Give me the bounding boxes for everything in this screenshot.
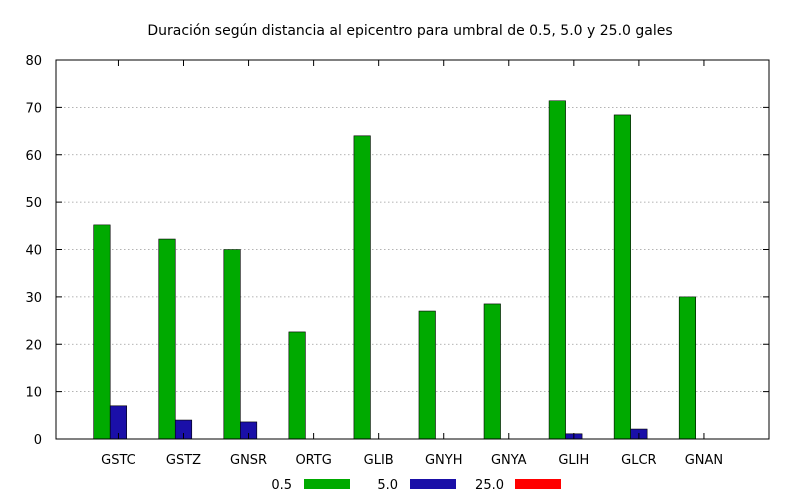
y-tick-label: 70 (25, 101, 42, 116)
y-tick-label: 80 (25, 54, 42, 69)
bar-0.5-GLIB (353, 135, 371, 440)
x-tick-label: GLIB (364, 453, 394, 468)
legend-swatch (410, 479, 456, 489)
bar-5.0-GSTZ (175, 420, 192, 439)
y-tick-label: 60 (25, 149, 42, 164)
bar-outline (630, 428, 648, 439)
y-tick-label: 30 (25, 291, 42, 306)
legend-label: 25.0 (475, 478, 504, 493)
x-tick-label: ORTG (295, 453, 331, 468)
bar-0.5-GSTC (93, 224, 111, 439)
bar-5.0-GNSR (240, 421, 257, 439)
bar-0.5-GSTZ (158, 239, 176, 439)
bar-outline (418, 310, 436, 439)
bar-outline (174, 419, 193, 439)
x-axis: GSTC GSTZ GNSR ORTG GLIB GNYH GNYA GLIH GLCR GNAN (101, 60, 723, 468)
bar-outline (678, 296, 696, 439)
bar-outline (353, 135, 371, 439)
y-tick-label: 40 (25, 244, 42, 259)
bar-outline (288, 331, 306, 439)
bar-0.5-GNSR (223, 249, 241, 439)
legend-swatch (304, 479, 350, 489)
bar-0.5-GNAN (679, 296, 696, 439)
grid-lines (56, 106, 769, 393)
x-tick-label: GLIH (558, 453, 589, 468)
bar-outline (223, 249, 241, 439)
bar-outline (158, 238, 176, 439)
x-tick-label: GNYA (491, 453, 527, 468)
legend-swatch (515, 479, 561, 489)
bar-outline (93, 224, 111, 439)
x-tick-label: GSTZ (166, 453, 201, 468)
y-tick-label: 0 (34, 433, 42, 448)
legend: 0.5 5.0 25.0 (271, 478, 561, 493)
legend-label: 5.0 (377, 478, 398, 493)
bar-0.5-GLCR (614, 114, 631, 439)
bar-outline (109, 405, 128, 439)
bar-0.5-ORTG (288, 331, 306, 439)
bar-5.0-GSTC (110, 405, 127, 439)
y-tick-label: 10 (25, 386, 42, 401)
bar-outline (613, 114, 631, 439)
bar-0.5-GNYH (418, 311, 436, 439)
x-tick-label: GNYH (425, 453, 463, 468)
x-tick-label: GLCR (621, 453, 656, 468)
y-tick-label: 50 (25, 196, 42, 211)
y-tick-label: 20 (25, 338, 42, 353)
x-tick-label: GNAN (685, 453, 723, 468)
bar-0.5-GNYA (484, 303, 501, 439)
bars (93, 100, 696, 440)
chart-title: Duración según distancia al epicentro pa… (147, 23, 672, 39)
bar-outline (548, 100, 566, 439)
bar-outline (240, 421, 258, 439)
legend-label: 0.5 (271, 478, 292, 493)
bar-0.5-GLIH (549, 100, 566, 440)
bar-outline (483, 303, 501, 439)
x-tick-label: GNSR (230, 453, 267, 468)
x-tick-label: GSTC (101, 453, 136, 468)
y-axis: 0 10 20 30 40 50 60 70 80 (25, 54, 769, 448)
